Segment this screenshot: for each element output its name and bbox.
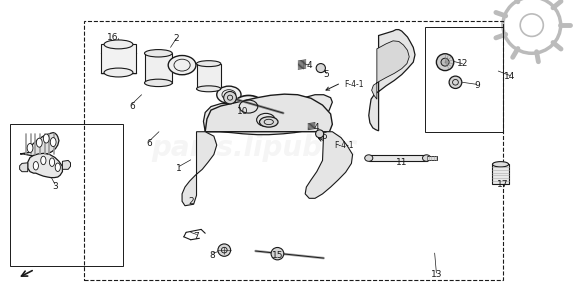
Text: 14: 14	[504, 73, 516, 81]
Bar	[101, 44, 136, 73]
Ellipse shape	[316, 64, 325, 73]
Text: 12: 12	[457, 59, 468, 68]
Polygon shape	[203, 95, 332, 135]
Ellipse shape	[34, 162, 38, 170]
Text: 11: 11	[396, 158, 407, 167]
Bar	[427, 156, 437, 160]
Text: 1: 1	[176, 164, 182, 173]
Text: F-4-1: F-4-1	[344, 80, 364, 89]
Ellipse shape	[423, 155, 431, 161]
Ellipse shape	[224, 91, 236, 104]
Ellipse shape	[49, 158, 54, 166]
Ellipse shape	[218, 244, 231, 256]
Polygon shape	[28, 153, 62, 178]
Ellipse shape	[104, 40, 133, 49]
Polygon shape	[62, 160, 71, 169]
Ellipse shape	[271, 247, 284, 260]
Text: 5: 5	[321, 132, 327, 141]
Text: 3: 3	[52, 182, 58, 191]
Text: F-4-1: F-4-1	[334, 141, 354, 149]
Ellipse shape	[250, 109, 282, 131]
Ellipse shape	[232, 95, 265, 118]
Polygon shape	[372, 41, 409, 99]
Ellipse shape	[144, 49, 172, 57]
Bar	[369, 155, 427, 161]
Bar	[84, 21, 503, 280]
Ellipse shape	[40, 156, 46, 165]
Text: 5: 5	[324, 70, 329, 79]
Bar	[425, 27, 503, 132]
Ellipse shape	[197, 86, 221, 92]
Ellipse shape	[168, 56, 196, 75]
Ellipse shape	[365, 155, 373, 161]
Text: 4: 4	[314, 123, 320, 132]
Ellipse shape	[441, 58, 449, 66]
Text: 6: 6	[146, 139, 152, 148]
Text: 13: 13	[431, 270, 442, 279]
Text: 8: 8	[210, 251, 216, 260]
Text: 6: 6	[129, 102, 135, 111]
Bar	[144, 53, 172, 83]
Ellipse shape	[217, 86, 241, 103]
Ellipse shape	[436, 54, 454, 70]
Text: 4: 4	[306, 61, 312, 70]
Polygon shape	[205, 94, 332, 132]
Bar	[197, 64, 221, 89]
Text: 7: 7	[194, 232, 199, 241]
Polygon shape	[369, 30, 415, 131]
Ellipse shape	[144, 79, 172, 86]
Text: 16: 16	[107, 33, 118, 41]
Polygon shape	[20, 163, 28, 172]
Ellipse shape	[492, 162, 509, 167]
Ellipse shape	[260, 117, 278, 127]
Text: 2: 2	[188, 197, 194, 206]
Text: 9: 9	[474, 81, 480, 90]
Polygon shape	[182, 132, 217, 206]
Ellipse shape	[104, 68, 133, 77]
Ellipse shape	[27, 144, 33, 152]
Ellipse shape	[449, 76, 462, 89]
Ellipse shape	[43, 134, 49, 143]
Ellipse shape	[316, 130, 324, 138]
Ellipse shape	[55, 163, 61, 171]
Text: 2: 2	[173, 34, 179, 43]
Ellipse shape	[50, 138, 56, 147]
Bar	[10, 124, 123, 266]
Text: parts.lipublic: parts.lipublic	[151, 134, 358, 162]
Bar	[492, 164, 509, 184]
Text: 17: 17	[497, 180, 509, 189]
Ellipse shape	[36, 138, 42, 147]
Text: 15: 15	[272, 251, 283, 260]
Ellipse shape	[197, 61, 221, 67]
Polygon shape	[20, 133, 59, 156]
Text: 10: 10	[237, 107, 249, 115]
Polygon shape	[305, 132, 353, 198]
